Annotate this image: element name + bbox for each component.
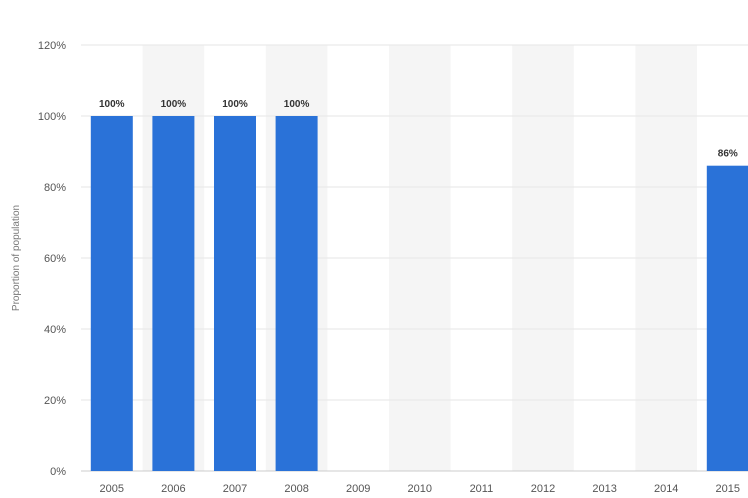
y-tick-label: 100%: [38, 111, 66, 123]
x-axis-ticks: 2005 2006 2007 2008 2009 2010 2011 2012 2013 2014…: [100, 483, 740, 495]
x-tick-label-2013: 2013: [592, 483, 616, 495]
x-tick-label-2011: 2011: [470, 483, 494, 495]
data-label-2005: 100%: [99, 99, 125, 110]
bar-2015: [706, 165, 748, 471]
data-label-2007: 100%: [222, 99, 248, 110]
y-tick-label: 80%: [44, 182, 66, 194]
x-tick-label-2015: 2015: [716, 483, 740, 495]
data-label-2006: 100%: [161, 99, 187, 110]
bars: [90, 116, 748, 471]
x-tick-label-2014: 2014: [654, 483, 678, 495]
data-label-2015: 86%: [718, 149, 738, 160]
y-tick-label: 60%: [44, 253, 66, 265]
x-tick-label-2005: 2005: [100, 483, 124, 495]
bar-2006: [152, 116, 195, 471]
y-axis-title: Proportion of population: [11, 205, 22, 311]
y-tick-label: 120%: [38, 40, 66, 52]
x-tick-label-2007: 2007: [223, 483, 247, 495]
x-tick-label-2012: 2012: [531, 483, 555, 495]
data-labels: 100% 100% 100% 100% 86%: [99, 99, 738, 160]
x-tick-label-2008: 2008: [284, 483, 308, 495]
x-tick-label-2010: 2010: [408, 483, 432, 495]
bar-2008: [275, 116, 318, 471]
y-tick-label: 0%: [50, 466, 66, 478]
y-tick-label: 20%: [44, 395, 66, 407]
x-tick-label-2009: 2009: [346, 483, 370, 495]
y-tick-label: 40%: [44, 324, 66, 336]
x-tick-label-2006: 2006: [161, 483, 185, 495]
y-axis-ticks: 0% 20% 40% 60% 80% 100% 120%: [38, 40, 66, 478]
bar-2007: [214, 116, 256, 471]
bar-2005: [90, 116, 133, 471]
data-label-2008: 100%: [284, 99, 310, 110]
